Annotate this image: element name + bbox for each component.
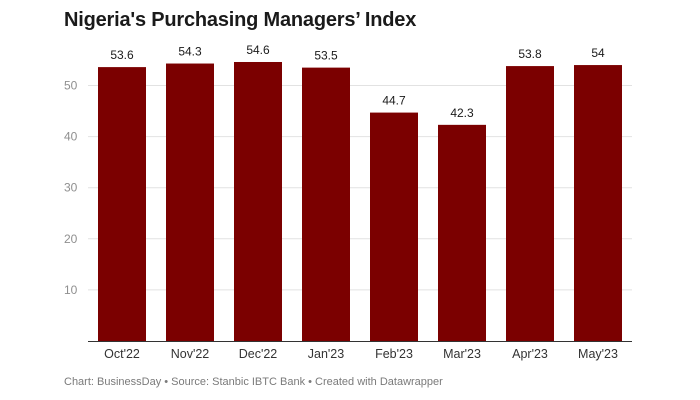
- bars: [98, 61, 622, 342]
- y-tick-label-50: 50: [64, 79, 78, 93]
- bar-5: [438, 124, 486, 341]
- bar-3: [302, 67, 350, 342]
- x-tick-label-1: Nov'22: [171, 347, 210, 361]
- value-label-3: 53.5: [314, 49, 338, 63]
- x-tick-label-0: Oct'22: [104, 347, 140, 361]
- bar-4: [370, 112, 418, 341]
- value-labels: 53.6 54.3 54.6 53.5 44.7 42.3 53.8 54: [110, 43, 605, 120]
- y-tick-label-30: 30: [64, 181, 78, 195]
- x-tick-label-2: Dec'22: [239, 347, 278, 361]
- x-tick-label-5: Mar'23: [443, 347, 481, 361]
- x-tick-label-7: May'23: [578, 347, 618, 361]
- bar-2: [234, 61, 282, 342]
- bar-0: [98, 67, 146, 341]
- x-tick-label-4: Feb'23: [375, 347, 413, 361]
- bar-6: [506, 66, 554, 341]
- x-tick-label-3: Jan'23: [308, 347, 344, 361]
- value-label-4: 44.7: [382, 94, 406, 108]
- bar-1: [166, 63, 214, 341]
- value-label-2: 54.6: [246, 43, 270, 57]
- value-label-6: 53.8: [518, 47, 542, 61]
- bar-7: [574, 65, 622, 341]
- value-label-7: 54: [591, 46, 605, 60]
- x-tick-label-6: Apr'23: [512, 347, 548, 361]
- value-label-0: 53.6: [110, 48, 134, 62]
- y-tick-label-10: 10: [64, 283, 78, 297]
- value-label-1: 54.3: [178, 45, 202, 59]
- axes: 10 20 30 40 50 Oct'22 Nov'22 Dec'22 Jan'23 Feb'23…: [64, 79, 632, 361]
- chart-footer: Chart: BusinessDay • Source: Stanbic IBT…: [64, 376, 443, 388]
- y-tick-label-40: 40: [64, 130, 78, 144]
- value-label-5: 42.3: [450, 106, 474, 120]
- chart-title: Nigeria's Purchasing Managers’ Index: [64, 9, 417, 31]
- y-tick-label-20: 20: [64, 232, 78, 246]
